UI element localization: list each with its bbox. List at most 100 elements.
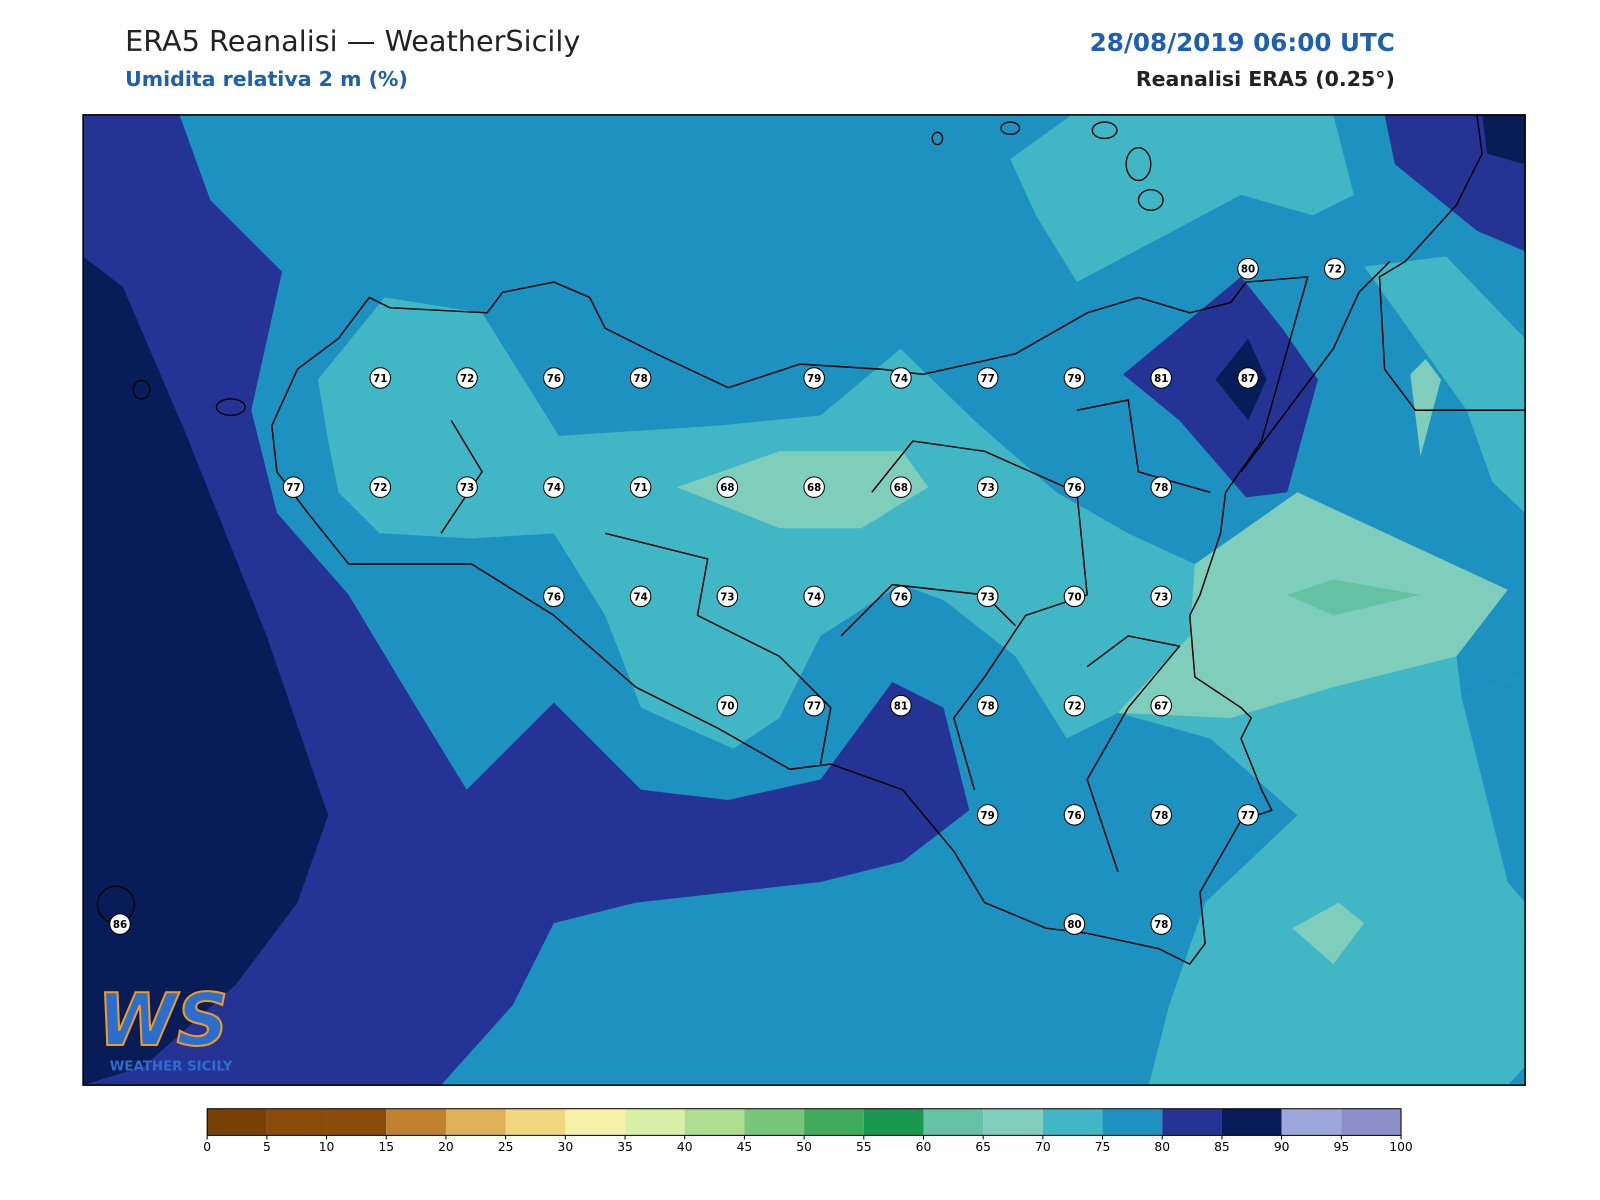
station-marker (890, 585, 912, 608)
station-marker (976, 367, 999, 389)
station-value: 78 (1154, 810, 1168, 822)
station-marker (976, 585, 999, 608)
island (931, 131, 944, 146)
map: 80 72 71 72 76 78 79 74 77 79 81 87 77 72 73 74 71 68 68 68… (83, 114, 1526, 1086)
colorbar-cell (1042, 1108, 1103, 1136)
station-marker (803, 476, 825, 498)
border (871, 440, 1088, 790)
station-value: 78 (633, 373, 647, 385)
island (215, 398, 246, 417)
station-marker (1063, 585, 1086, 608)
station-marker (543, 367, 565, 389)
station-value: 74 (807, 591, 821, 603)
station-value: 81 (1154, 373, 1168, 385)
station-marker (976, 804, 999, 826)
station-value: 70 (1067, 591, 1081, 603)
colorbar-tick-label: 60 (916, 1140, 932, 1154)
colorbar-tick-label: 50 (796, 1140, 812, 1154)
station-marker (109, 913, 131, 935)
logo-name: WEATHER SICILY (110, 1060, 233, 1075)
coastline (1240, 261, 1391, 473)
station-marker (1150, 694, 1172, 717)
station-value: 87 (1241, 373, 1255, 385)
station-marker (1063, 694, 1086, 717)
colorbar-cell (386, 1108, 446, 1136)
station-marker (1150, 476, 1172, 498)
station-marker (629, 367, 652, 389)
island (1091, 121, 1118, 140)
stations: 80 72 71 72 76 78 79 74 77 79 81 87 77 72 73 74 71 68 68 68… (109, 257, 1346, 935)
coastline (271, 276, 1309, 965)
colorbar-cell (1162, 1108, 1222, 1136)
station-value: 71 (633, 482, 647, 494)
colorbar-cell (744, 1108, 805, 1136)
colorbar-tick-label: 5 (263, 1140, 271, 1154)
station-marker (1063, 476, 1086, 498)
station-marker (282, 476, 305, 498)
station-value: 76 (1067, 810, 1081, 822)
island (1000, 121, 1021, 136)
colorbar-cell (1102, 1108, 1163, 1136)
station-value: 80 (1067, 919, 1081, 931)
colorbar-tick-label: 75 (1095, 1140, 1111, 1154)
colorbar-cell (1221, 1108, 1282, 1136)
station-value: 74 (633, 591, 647, 603)
station-value: 76 (894, 591, 908, 603)
title: ERA5 Reanalisi — WeatherSicily (125, 24, 580, 58)
station-marker (976, 694, 999, 717)
colorbar: 0 5 10 15 20 25 30 35 40 45 50 55 60 65 70 75 80 85 90 95 10… (203, 1108, 1413, 1154)
colorbar-tick-label: 55 (856, 1140, 872, 1154)
station-value: 72 (460, 373, 474, 385)
colorbar-tick-label: 30 (558, 1140, 574, 1154)
colorbar-cell (207, 1108, 267, 1136)
station-value: 68 (720, 482, 734, 494)
colorbar-cell (684, 1108, 745, 1136)
station-value: 77 (1241, 810, 1255, 822)
station-value: 81 (894, 701, 908, 713)
colorbar-cell (863, 1108, 924, 1136)
colorbar-tick-label: 80 (1154, 1140, 1170, 1154)
station-marker (1063, 913, 1086, 935)
colorbar-cell (1341, 1108, 1402, 1136)
border (1086, 635, 1181, 873)
station-value: 71 (373, 373, 387, 385)
colorbar-cell (326, 1108, 387, 1136)
station-value: 79 (981, 810, 995, 822)
colorbar-cell (505, 1108, 566, 1136)
station-value: 76 (1067, 482, 1081, 494)
station-marker (803, 694, 825, 717)
contour-fill (1292, 902, 1365, 965)
island (132, 379, 151, 400)
station-value: 79 (1067, 373, 1081, 385)
station-value: 86 (113, 919, 127, 931)
station-value: 74 (894, 373, 908, 385)
colorbar-tick-label: 95 (1334, 1140, 1350, 1154)
border (840, 583, 1016, 637)
station-value: 74 (547, 482, 561, 494)
station-value: 72 (1067, 701, 1081, 713)
logo-mark: WS (97, 978, 228, 1062)
station-marker (543, 585, 565, 608)
colorbar-cell (983, 1108, 1043, 1136)
subtitle: Umidita relativa 2 m (%) (125, 67, 408, 91)
colorbar-tick-label: 45 (737, 1140, 753, 1154)
contour-fill (1123, 276, 1318, 498)
station-marker (803, 367, 825, 389)
station-marker (1324, 257, 1346, 280)
station-marker (1150, 804, 1172, 826)
colorbar-tick-label: 0 (203, 1140, 211, 1154)
colorbar-tick-label: 100 (1389, 1140, 1412, 1154)
station-value: 72 (1328, 264, 1342, 276)
contour-fill (83, 256, 329, 1086)
station-marker (1150, 585, 1172, 608)
island (1125, 147, 1152, 182)
colorbar-cell (445, 1108, 506, 1136)
station-marker (369, 367, 392, 389)
station-value: 77 (286, 482, 300, 494)
contour-fill (1461, 676, 1526, 903)
station-value: 77 (981, 373, 995, 385)
station-marker (1063, 804, 1086, 826)
colorbar-cell (923, 1108, 984, 1136)
